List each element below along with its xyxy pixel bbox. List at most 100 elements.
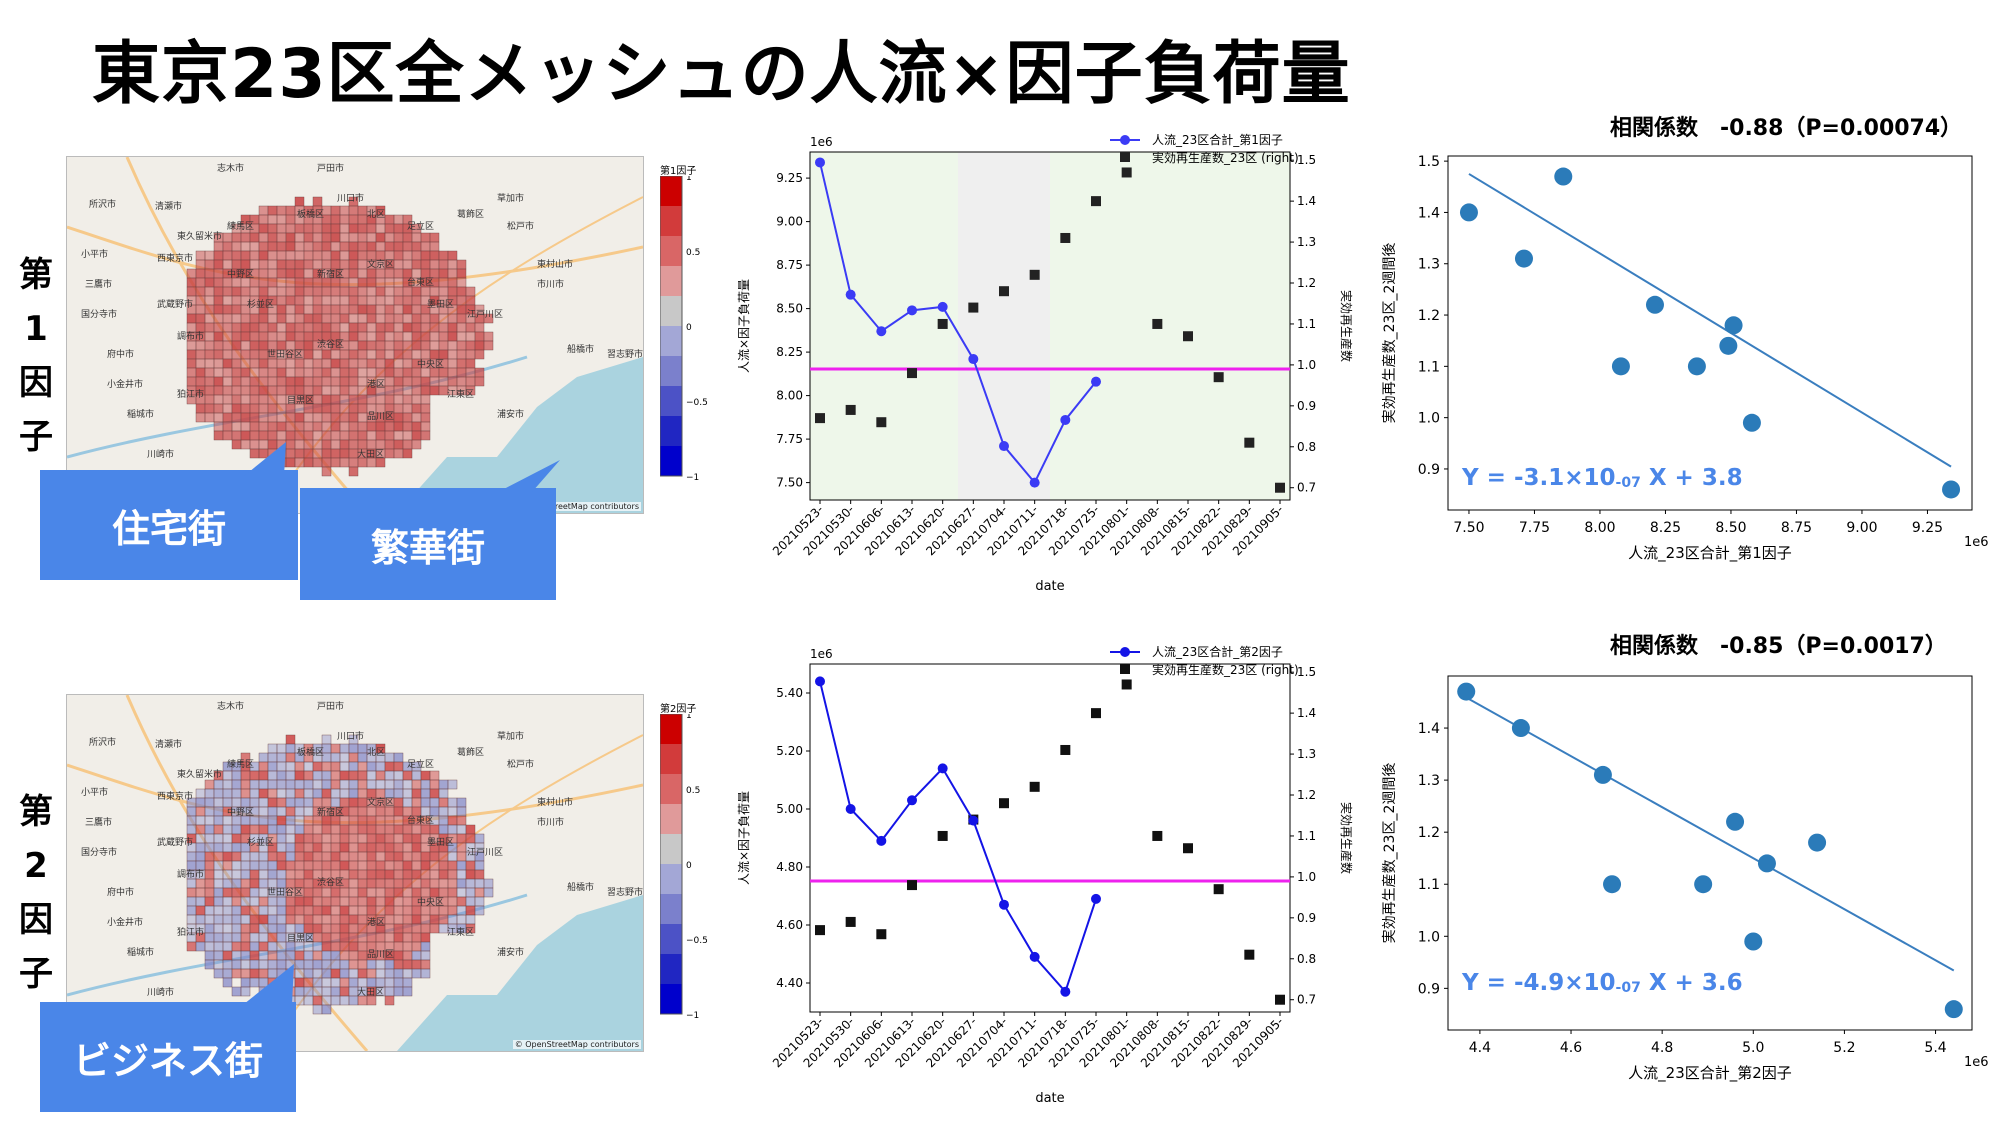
mesh-cell	[186, 313, 197, 324]
mesh-cell	[276, 860, 287, 871]
mesh-cell	[294, 223, 305, 234]
flow-series-point	[845, 804, 856, 814]
mesh-cell	[231, 304, 242, 315]
scatter-point	[1554, 167, 1573, 186]
mesh-cell	[267, 259, 278, 270]
mesh-cell	[204, 277, 215, 288]
mesh-cell	[303, 833, 314, 844]
mesh-cell	[294, 358, 305, 369]
mesh-cell	[267, 914, 278, 925]
mesh-cell	[249, 367, 260, 378]
y-tick-label: 7.50	[776, 476, 803, 490]
mesh-cell	[348, 340, 359, 351]
mesh-cell	[285, 878, 296, 889]
mesh-cell	[276, 421, 287, 432]
mesh-cell	[447, 797, 458, 808]
mesh-cell	[204, 412, 215, 423]
mesh-cell	[402, 788, 413, 799]
mesh-cell	[429, 770, 440, 781]
mesh-cell	[303, 779, 314, 790]
mesh-cell	[204, 286, 215, 297]
mesh-cell	[366, 277, 377, 288]
mesh-cell	[411, 959, 422, 970]
mesh-cell	[465, 887, 476, 898]
mesh-cell	[276, 950, 287, 961]
map-place-label: 中野区	[227, 806, 254, 818]
mesh-cell	[456, 304, 467, 315]
mesh-cell	[402, 851, 413, 862]
mesh-cell	[195, 286, 206, 297]
y2-tick-label: 0.9	[1297, 399, 1316, 413]
mesh-cell	[240, 286, 251, 297]
mesh-cell	[330, 304, 341, 315]
mesh-cell	[240, 824, 251, 835]
x-tick-label: 8.75	[1781, 520, 1812, 536]
mesh-cell	[357, 241, 368, 252]
shaded-period	[1050, 152, 1290, 500]
mesh-cell	[420, 421, 431, 432]
mesh-cell	[411, 241, 422, 252]
mesh-cell	[294, 259, 305, 270]
y-tick-label: 8.50	[776, 302, 803, 316]
y2-tick-label: 1.5	[1297, 665, 1316, 679]
mesh-cell	[330, 743, 341, 754]
factor2-map: 志木市 戸田市 川口市 草加市 所沢市 清瀬市 東久留米市 練馬区 板橋区 北区 足立区 葛飾区 松戸市…	[66, 694, 644, 1052]
mesh-cell	[348, 385, 359, 396]
mesh-cell	[222, 896, 233, 907]
mesh-cell	[456, 851, 467, 862]
mesh-cell	[429, 286, 440, 297]
mesh-cell	[222, 797, 233, 808]
mesh-cell	[375, 788, 386, 799]
mesh-cell	[357, 259, 368, 270]
mesh-cell	[393, 412, 404, 423]
map-place-label: 川口市	[337, 730, 364, 742]
mesh-cell	[330, 376, 341, 387]
mesh-cell	[366, 968, 377, 979]
mesh-cell	[294, 842, 305, 853]
mesh-cell	[195, 403, 206, 414]
mesh-cell	[366, 905, 377, 916]
flow-series-point	[999, 441, 1009, 452]
mesh-cell	[267, 421, 278, 432]
mesh-cell	[420, 403, 431, 414]
mesh-cell	[375, 806, 386, 817]
callout-text: ビジネス街	[72, 1038, 263, 1083]
mesh-cell	[420, 313, 431, 324]
mesh-cell	[339, 394, 350, 405]
mesh-cell	[321, 385, 332, 396]
mesh-cell	[267, 779, 278, 790]
mesh-cell	[276, 322, 287, 333]
map-place-label: 文京区	[367, 796, 394, 808]
mesh-cell	[420, 869, 431, 880]
mesh-cell	[393, 304, 404, 315]
mesh-cell	[240, 322, 251, 333]
map-place-label: 清瀬市	[155, 200, 182, 212]
mesh-cell	[357, 770, 368, 781]
mesh-cell	[222, 376, 233, 387]
mesh-cell	[303, 806, 314, 817]
mesh-cell	[402, 833, 413, 844]
mesh-cell	[186, 824, 197, 835]
mesh-cell	[321, 833, 332, 844]
mesh-cell	[366, 331, 377, 342]
row-label-char: 第	[19, 792, 53, 832]
mesh-cell	[411, 286, 422, 297]
mesh-cell	[420, 250, 431, 261]
mesh-cell	[267, 824, 278, 835]
mesh-cell	[420, 797, 431, 808]
mesh-cell	[303, 923, 314, 934]
mesh-cell	[348, 869, 359, 880]
map-place-label: 草加市	[497, 730, 524, 742]
mesh-cell	[312, 304, 323, 315]
flow-series-point	[1060, 986, 1071, 997]
mesh-cell	[276, 412, 287, 423]
mesh-cell	[366, 860, 377, 871]
mesh-cell	[285, 295, 296, 306]
mesh-cell	[204, 878, 215, 889]
flow-series-point	[845, 289, 856, 300]
regression-line	[1468, 173, 1952, 468]
flow-series-point	[1091, 893, 1101, 904]
map-place-label: 浦安市	[497, 946, 524, 958]
mesh-cell	[384, 869, 395, 880]
mesh-cell	[312, 824, 323, 835]
